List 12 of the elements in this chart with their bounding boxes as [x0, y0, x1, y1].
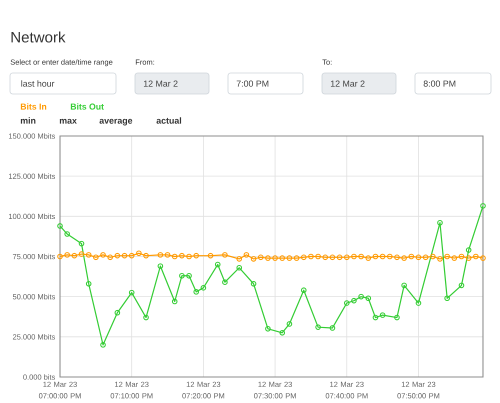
- text: max: [60, 118, 77, 124]
- text: Bits Out: [70, 103, 104, 110]
- text: 7:00 PM: [236, 80, 268, 87]
- text: actual: [156, 117, 182, 124]
- text: min: [20, 117, 36, 124]
- text: last hour: [21, 80, 54, 87]
- text: Bits In: [20, 103, 46, 110]
- text: 12 Mar 2: [330, 80, 365, 87]
- text: 8:00 PM: [424, 80, 456, 87]
- text: average: [100, 118, 132, 126]
- chart-title: Network: [12, 31, 66, 43]
- text: 12 Mar 2: [144, 80, 178, 87]
